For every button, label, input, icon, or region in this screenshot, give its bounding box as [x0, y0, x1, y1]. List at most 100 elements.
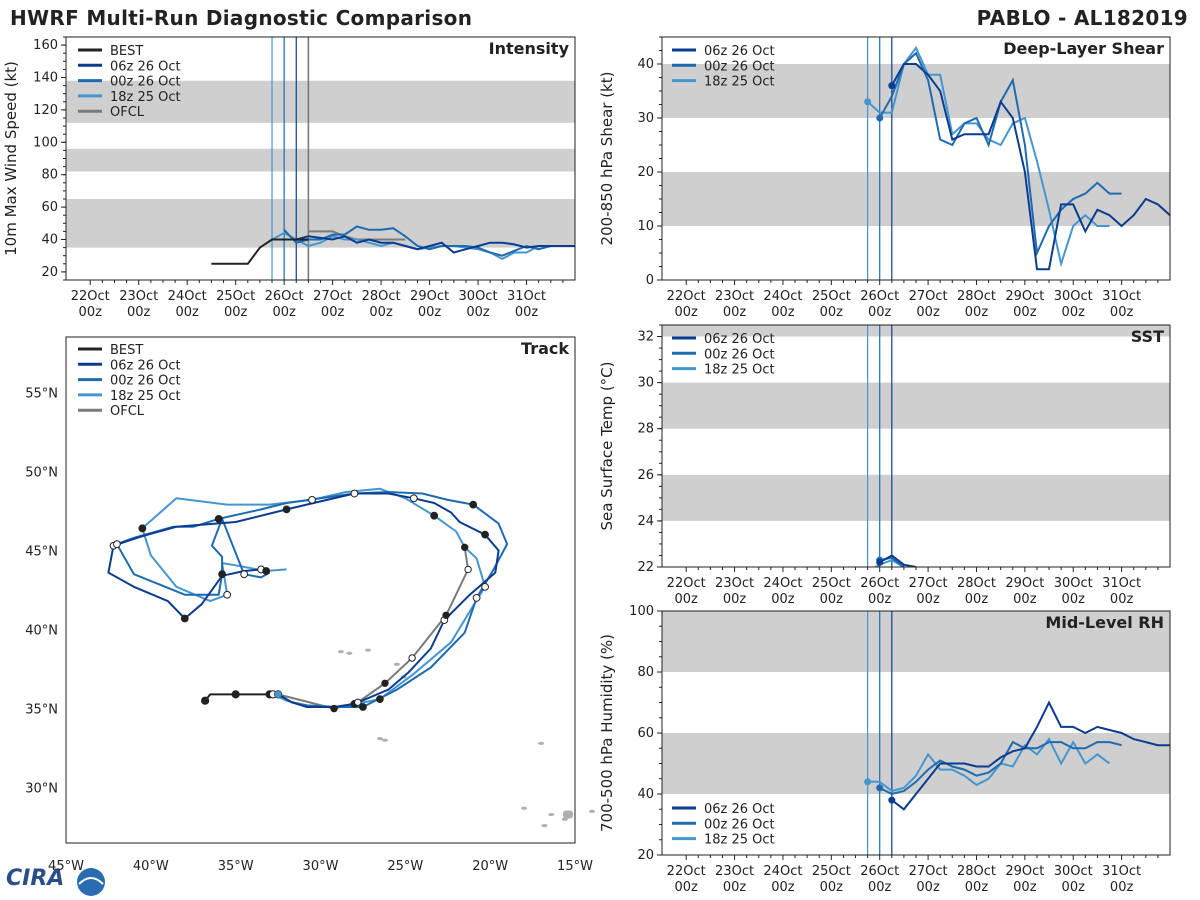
sst-xtick-date: 28Oct — [957, 576, 996, 591]
intensity-legend-label: 00z 26 Oct — [110, 75, 181, 90]
rh-xtick-hour: 00z — [1062, 880, 1086, 895]
shear-xtick-hour: 00z — [1013, 305, 1037, 320]
intensity-legend-label: OFCL — [110, 105, 145, 120]
intensity-ytick-label: 160 — [33, 38, 58, 53]
track-xtick-label: 20°W — [472, 859, 508, 874]
intensity-ytick-label: 140 — [33, 71, 58, 86]
rh-xtick-hour: 00z — [723, 880, 747, 895]
figure-title: HWRF Multi-Run Diagnostic Comparison — [10, 6, 473, 30]
sst-xtick-date: 23Oct — [715, 576, 754, 591]
track-ofcl-marker — [330, 704, 338, 713]
sst-xtick-date: 27Oct — [909, 576, 948, 591]
track-marker-run06 — [180, 614, 189, 623]
rh-legend-label: 06z 26 Oct — [704, 802, 775, 817]
track-xtick-label: 25°W — [387, 859, 423, 874]
intensity-title: Intensity — [489, 39, 570, 58]
sst-xtick-date: 24Oct — [763, 576, 802, 591]
track-marker-run00 — [359, 703, 367, 711]
shear-xtick-hour: 00z — [675, 305, 699, 320]
rh-xtick-hour: 00z — [771, 880, 795, 895]
island — [337, 650, 344, 654]
intensity-legend-label: 06z 26 Oct — [110, 59, 181, 74]
rh-series-run18 — [867, 737, 1111, 793]
rh-series-run06 — [891, 700, 1170, 811]
rh-xtick-date: 27Oct — [909, 864, 948, 879]
cira-logo-swirl — [78, 877, 104, 885]
shear-legend-label: 06z 26 Oct — [704, 44, 775, 59]
track-marker-run06 — [282, 505, 291, 514]
sst-ytick-label: 24 — [637, 514, 654, 529]
intensity-band — [66, 148, 575, 172]
shear-ylabel: 200-850 hPa Shear (kt) — [598, 72, 616, 246]
island — [538, 741, 545, 745]
intensity-xtick-date: 26Oct — [265, 289, 304, 304]
intensity-xtick-date: 30Oct — [459, 289, 498, 304]
rh-legend-label: 00z 26 Oct — [704, 817, 775, 832]
track-marker-run18 — [481, 582, 489, 591]
rh-xtick-date: 31Oct — [1102, 864, 1141, 879]
track-legend-label: 00z 26 Oct — [110, 374, 181, 389]
sst-xtick-hour: 00z — [965, 592, 989, 607]
intensity-ytick-label: 60 — [41, 200, 58, 215]
island — [541, 824, 548, 828]
shear-xtick-date: 29Oct — [1005, 289, 1044, 304]
sst-ytick-label: 32 — [637, 330, 654, 345]
rh-xtick-hour: 00z — [868, 880, 892, 895]
rh-xtick-date: 24Oct — [763, 864, 802, 879]
track-marker-run18 — [430, 511, 439, 520]
sst-band — [662, 382, 1170, 429]
sst-band — [662, 474, 1170, 521]
rh-band — [662, 733, 1170, 794]
rh-series-run00 — [879, 740, 1122, 796]
shear-xtick-date: 23Oct — [715, 289, 754, 304]
island — [346, 651, 353, 655]
rh-band — [662, 611, 1170, 672]
rh-xtick-date: 30Oct — [1054, 864, 1093, 879]
island — [393, 662, 400, 666]
track-marker-run00 — [240, 570, 249, 579]
intensity-legend-label: BEST — [110, 44, 143, 59]
rh-xtick-date: 25Oct — [812, 864, 851, 879]
intensity-legend-label: 18z 25 Oct — [110, 90, 181, 105]
rh-xtick-date: 29Oct — [1005, 864, 1044, 879]
rh-legend-label: 18z 25 Oct — [704, 833, 775, 848]
track-marker-run18 — [223, 590, 232, 599]
track-marker-run06 — [481, 530, 489, 539]
shear-band — [662, 64, 1170, 118]
sst-xtick-date: 25Oct — [812, 576, 851, 591]
shear-xtick-date: 31Oct — [1102, 289, 1141, 304]
sst-start-marker — [876, 558, 884, 566]
track-marker-run18 — [138, 524, 147, 533]
intensity-ytick-label: 20 — [41, 265, 58, 280]
shear-xtick-hour: 00z — [1110, 305, 1134, 320]
shear-xtick-hour: 00z — [965, 305, 989, 320]
rh-start-marker — [876, 784, 884, 792]
track-series-run00 — [115, 491, 509, 708]
rh-ytick-label: 40 — [637, 787, 654, 802]
track-ofcl-marker — [442, 611, 450, 619]
shear-xtick-hour: 00z — [868, 305, 892, 320]
shear-start-marker — [864, 98, 872, 106]
intensity-ylabel: 10m Max Wind Speed (kt) — [2, 61, 20, 256]
track-legend-label: BEST — [110, 343, 143, 358]
shear-xtick-date: 30Oct — [1054, 289, 1093, 304]
sst-xtick-date: 31Oct — [1102, 576, 1141, 591]
sst-xtick-hour: 00z — [868, 592, 892, 607]
sst-xtick-hour: 00z — [723, 592, 747, 607]
rh-xtick-hour: 00z — [675, 880, 699, 895]
track-xtick-label: 35°W — [218, 859, 254, 874]
track-marker-run00 — [113, 540, 121, 549]
shear-series-run06 — [890, 63, 1170, 271]
track-best-marker — [231, 690, 240, 699]
intensity-xtick-date: 23Oct — [119, 289, 158, 304]
track-legend-label: 18z 25 Oct — [110, 389, 181, 404]
track-ofcl-marker — [408, 654, 416, 662]
track-marker-run18 — [375, 695, 384, 704]
shear-ytick-label: 30 — [637, 111, 654, 126]
rh-xtick-date: 22Oct — [667, 864, 706, 879]
rh-title: Mid-Level RH — [1045, 613, 1164, 632]
intensity-xtick-date: 24Oct — [168, 289, 207, 304]
intensity-xtick-hour: 00z — [321, 305, 345, 320]
rh-ytick-label: 20 — [637, 848, 654, 863]
